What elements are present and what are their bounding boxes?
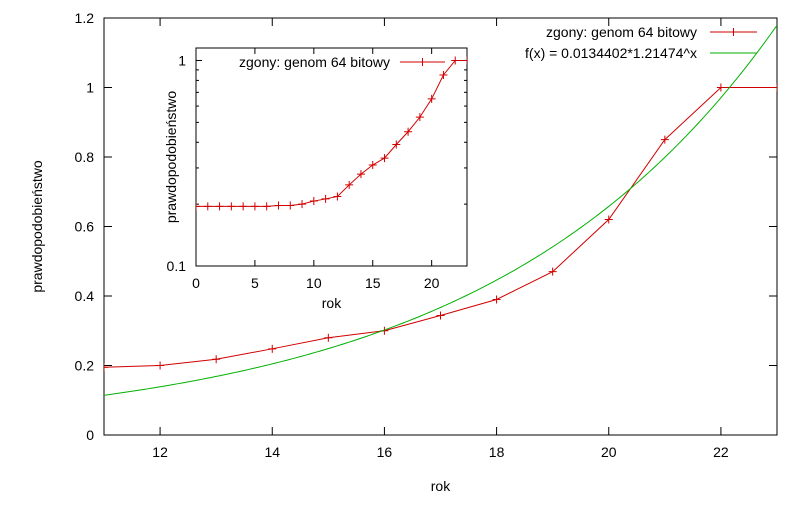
x-tick-label: 12	[152, 444, 168, 460]
plot-area	[104, 25, 777, 396]
data-point	[298, 200, 307, 209]
series-line-1	[104, 25, 777, 396]
data-point	[333, 192, 342, 201]
data-point	[380, 154, 389, 163]
y-tick-label: 0.2	[75, 358, 95, 374]
data-point	[356, 170, 365, 179]
x-tick-label: 18	[489, 444, 505, 460]
x-tick-label: 5	[251, 275, 259, 291]
data-point	[404, 127, 413, 136]
data-point	[321, 194, 330, 203]
data-point	[392, 140, 401, 149]
data-point	[345, 180, 354, 189]
y-tick-label: 0.1	[167, 258, 187, 274]
plot-frame	[195, 47, 468, 267]
data-point	[368, 161, 377, 170]
legend-label: f(x) = 0.0134402*1.21474^x	[525, 45, 697, 61]
x-axis-label: rok	[431, 478, 451, 494]
y-tick-label: 1	[86, 80, 94, 96]
data-point	[239, 202, 248, 211]
legend-label: zgony: genom 64 bitowy	[239, 54, 390, 70]
data-point	[324, 333, 333, 342]
data-point	[415, 113, 424, 122]
data-point	[548, 267, 557, 276]
data-point	[227, 202, 236, 211]
plot-area	[196, 56, 467, 211]
y-tick-label: 0.8	[75, 149, 95, 165]
x-tick-label: 0	[192, 275, 200, 291]
y-tick-label: 0	[86, 427, 94, 443]
data-point	[203, 202, 212, 211]
y-tick-label: 1.2	[75, 10, 95, 26]
y-tick-label: 1	[178, 52, 186, 68]
x-axis-label: rok	[322, 295, 342, 311]
legend-marker	[729, 28, 738, 36]
data-point	[427, 94, 436, 103]
y-tick-label: 0.4	[75, 288, 95, 304]
data-point	[274, 201, 283, 210]
data-point	[250, 202, 259, 211]
data-point	[604, 215, 613, 224]
y-axis-label: prawdopodobieństwo	[163, 91, 179, 224]
data-point	[268, 344, 277, 353]
data-point	[716, 83, 725, 92]
chart-0: 12 14 16 18 20 22 0 0.2 0.4 0.6 0.8 1 1.2 rok prawdopo…	[29, 10, 778, 494]
data-point	[492, 295, 501, 304]
legend-label: zgony: genom 64 bitowy	[546, 24, 697, 40]
data-point	[773, 83, 777, 92]
data-point	[104, 363, 108, 372]
x-tick-label: 22	[713, 444, 729, 460]
y-tick-label: 0.6	[75, 219, 95, 235]
x-tick-label: 20	[601, 444, 617, 460]
data-point	[156, 361, 165, 370]
data-point	[286, 201, 295, 210]
x-tick-label: 16	[377, 444, 393, 460]
data-point	[215, 202, 224, 211]
x-tick-label: 20	[424, 275, 440, 291]
y-axis-label: prawdopodobieństwo	[29, 160, 45, 293]
x-tick-label: 10	[306, 275, 322, 291]
x-tick-label: 14	[264, 444, 280, 460]
data-point	[262, 202, 271, 211]
data-point	[196, 202, 200, 211]
chart-1: 0 5 10 15 20 0.1 1 rok prawdopodobieństwo zgony: …	[163, 47, 468, 311]
data-point	[660, 135, 669, 144]
data-point	[463, 56, 467, 65]
data-point	[212, 355, 221, 364]
data-point	[451, 56, 460, 65]
data-point	[436, 311, 445, 320]
legend-marker	[418, 58, 427, 66]
data-point	[309, 197, 318, 206]
data-point	[439, 70, 448, 79]
x-tick-label: 15	[365, 275, 381, 291]
